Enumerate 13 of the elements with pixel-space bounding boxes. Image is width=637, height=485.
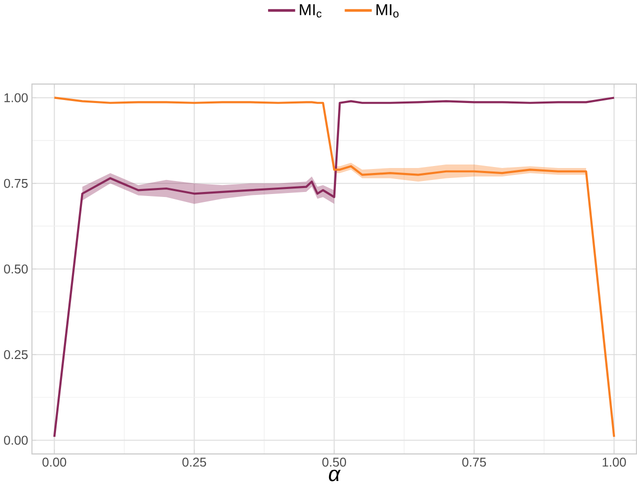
x-tick-label: 0.00 [42,458,66,467]
x-tick-label: 1.00 [602,458,626,467]
x-tick-label: 0.25 [182,458,206,467]
y-tick-label: 0.25 [4,350,28,360]
x-tick-label: 0.50 [322,458,346,467]
y-tick-label: 0.50 [4,264,28,274]
legend-label: MI$_{c}$ [300,4,322,18]
x-tick-label: 0.75 [462,458,486,467]
x-axis-title: α [328,470,341,482]
y-tick-label: 1.00 [4,93,28,102]
y-tick-label: 0.75 [4,178,28,188]
y-tick-label: 0.00 [4,436,28,445]
legend-label: MI$_{o}$ [376,4,399,18]
